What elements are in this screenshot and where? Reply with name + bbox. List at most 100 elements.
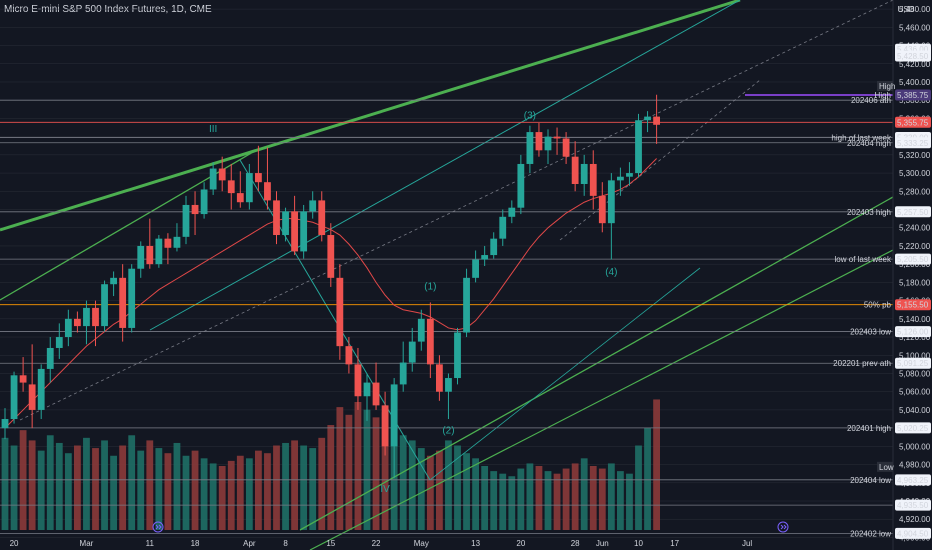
volume-bar [318,437,326,530]
trend-line [559,79,761,241]
price-tick-label: 5,100.00 [899,351,931,360]
volume-bar [390,427,398,530]
volume-bar [137,450,145,530]
candle-body [562,138,570,157]
candle-body [436,364,443,392]
volume-bar [227,460,235,530]
jump-icon [777,521,789,533]
date-tick-label: Apr [243,539,256,548]
volume-bar [173,442,181,530]
volume-bar [255,450,262,530]
volume-bar [55,442,63,530]
volume-bar [191,450,199,530]
price-tick-label: 5,280.00 [899,187,931,196]
jump-icon-arrow [155,524,162,530]
date-tick-label: 28 [571,539,580,548]
volume-bar [291,440,298,530]
candle-body [245,173,253,203]
volume-bar [245,458,253,530]
candle-body [399,362,407,385]
volume-bar [463,453,470,530]
axis-level-badge-bg [895,499,931,511]
badge-text: Low [879,463,894,472]
candle-body [236,193,244,203]
candle-body [517,163,525,208]
price-tick-label: 5,300.00 [899,169,931,178]
candle-body [300,211,308,252]
volume-bar [74,445,81,530]
axis-level-badge: 5,205.50 [897,255,929,264]
candle-body [490,238,498,256]
volume-bar [119,445,127,530]
date-tick-label: 8 [283,539,288,548]
volume-bar [517,468,525,530]
candle-body [598,195,606,224]
volume-bar [110,455,117,530]
volume-bar [37,450,45,530]
volume-bar [571,463,579,530]
level-label: low of last week [835,255,892,264]
wave-label: (4) [605,267,617,278]
axis-level-badge: 5,333.25 [897,139,929,148]
axis-level-badge-bg [895,357,931,369]
trend-line [149,0,741,331]
candle-body [426,318,434,365]
candle-body [309,200,317,212]
axis-level-badge: 4,904.50 [897,529,929,538]
volume-bar [607,463,615,530]
volume-bar [553,473,561,530]
axis-level-badge-bg [895,137,931,149]
volume-bar [128,435,136,530]
volume-bar [282,442,289,530]
volume-bar [92,448,99,530]
volume-bar [499,473,507,530]
date-tick-label: 13 [471,539,480,548]
axis-level-badge-bg [895,474,931,486]
candle-body [200,189,208,215]
date-tick-label: 18 [191,539,200,548]
volume-bar [372,417,380,530]
candle-body [282,211,289,236]
candle-body [381,405,389,447]
candle-body [101,284,108,327]
trend-line [309,249,894,550]
volume-bar [363,409,371,530]
candle-body [55,337,63,348]
volume-bar [644,427,651,530]
level-label: 202403 low [850,328,891,337]
currency-label: USD [898,5,915,14]
badge-bg [877,461,893,472]
price-tick-label: 5,200.00 [899,260,931,269]
candle-body [644,116,651,121]
volume-bar [10,445,18,530]
volume-bar [508,476,516,530]
price-tick-label: 5,320.00 [899,151,931,160]
volume-bar [300,445,308,530]
axis-level-badge: 4,935.50 [897,501,929,510]
candle-body [408,341,416,363]
axis-level-badge-bg [895,116,931,128]
candle-body [291,211,298,252]
date-tick-label: 10 [634,539,643,548]
volume-bar [182,455,190,530]
candle-body [10,375,18,420]
level-label: 202403 high [847,208,891,217]
candle-body [454,332,461,379]
volume-bar [155,448,163,530]
candle-body [273,200,280,236]
volume-bar [164,453,172,530]
price-tick-label: 5,000.00 [899,442,931,451]
axis-level-badge: 5,020.25 [897,424,929,433]
price-tick-label: 5,140.00 [899,315,931,324]
candle-body [218,168,226,181]
candle-body [417,318,425,342]
volume-bar [408,440,416,530]
jump-icon-arrow [780,524,787,530]
candle-body [173,236,181,248]
volume-bar [472,458,479,530]
volume-bar [354,402,362,530]
volume-bar [635,445,642,530]
axis-price-badge: 5,436.00 [897,45,929,54]
trend-line [0,0,741,232]
